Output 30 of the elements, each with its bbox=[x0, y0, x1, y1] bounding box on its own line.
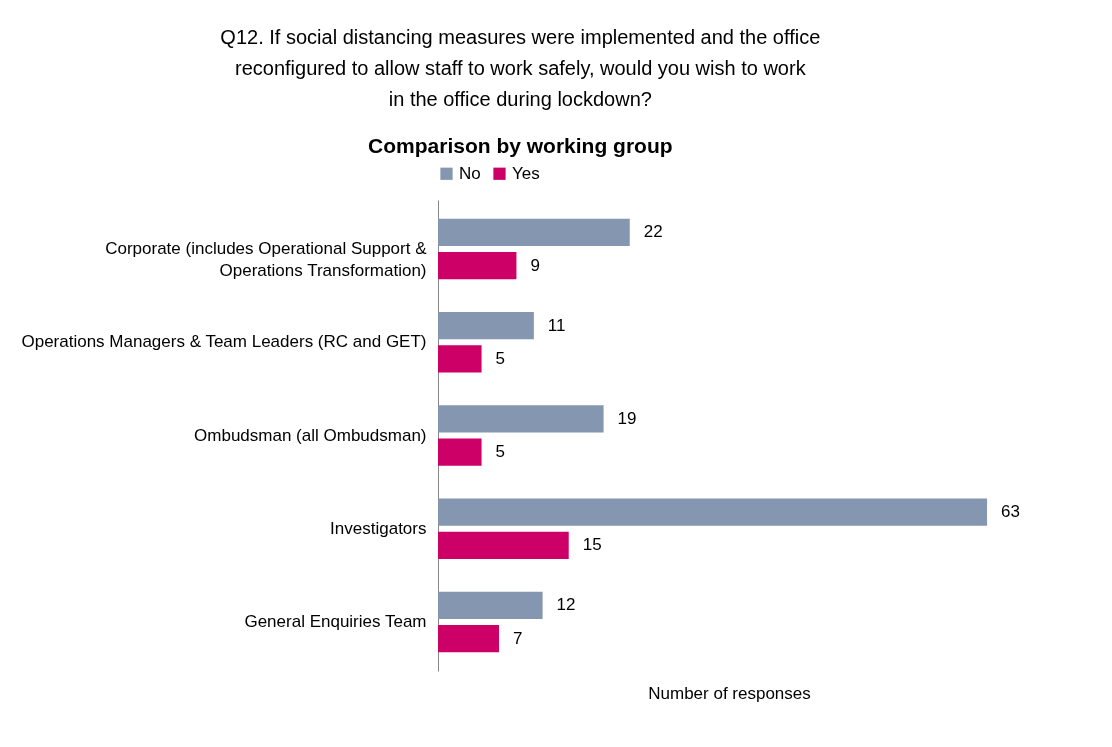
bar bbox=[438, 251, 517, 280]
bar bbox=[438, 498, 988, 526]
legend-label: No bbox=[459, 163, 481, 183]
x-axis-title: Number of responses bbox=[648, 683, 811, 703]
data-label: 11 bbox=[547, 315, 566, 335]
y-tick-label: Ombudsman (all Ombudsman) bbox=[194, 425, 427, 445]
bar bbox=[438, 438, 482, 466]
bar bbox=[438, 311, 534, 340]
data-label: 5 bbox=[495, 442, 506, 462]
data-label: 63 bbox=[1001, 502, 1020, 522]
y-tick-label: General Enquiries Team bbox=[244, 612, 427, 632]
y-tick-label: Investigators bbox=[330, 518, 427, 538]
data-label: 19 bbox=[617, 408, 637, 428]
chart-title: Q12. If social distancing measures were implemented and the office reconfigured to allow staff to work safely, would you wish to work in the office during lockdown? bbox=[220, 26, 821, 110]
bar bbox=[438, 345, 482, 373]
bar bbox=[438, 218, 630, 246]
data-label: 9 bbox=[530, 255, 540, 275]
legend-label: Yes bbox=[512, 163, 540, 183]
data-label: 7 bbox=[513, 628, 523, 648]
y-tick-label: Operations Managers & Team Leaders (RC and GET) bbox=[21, 332, 427, 352]
chart-subtitle: Comparison by working group bbox=[368, 134, 673, 157]
data-label: 15 bbox=[582, 535, 602, 555]
data-label: 22 bbox=[643, 222, 663, 242]
bar bbox=[438, 531, 569, 560]
data-label: 5 bbox=[495, 348, 506, 368]
data-label: 12 bbox=[556, 595, 576, 615]
bar bbox=[438, 625, 500, 653]
y-tick-label: Corporate (includes Operational Support & Operations Transformation) bbox=[105, 238, 428, 280]
bar bbox=[438, 405, 604, 433]
bar bbox=[438, 591, 543, 620]
